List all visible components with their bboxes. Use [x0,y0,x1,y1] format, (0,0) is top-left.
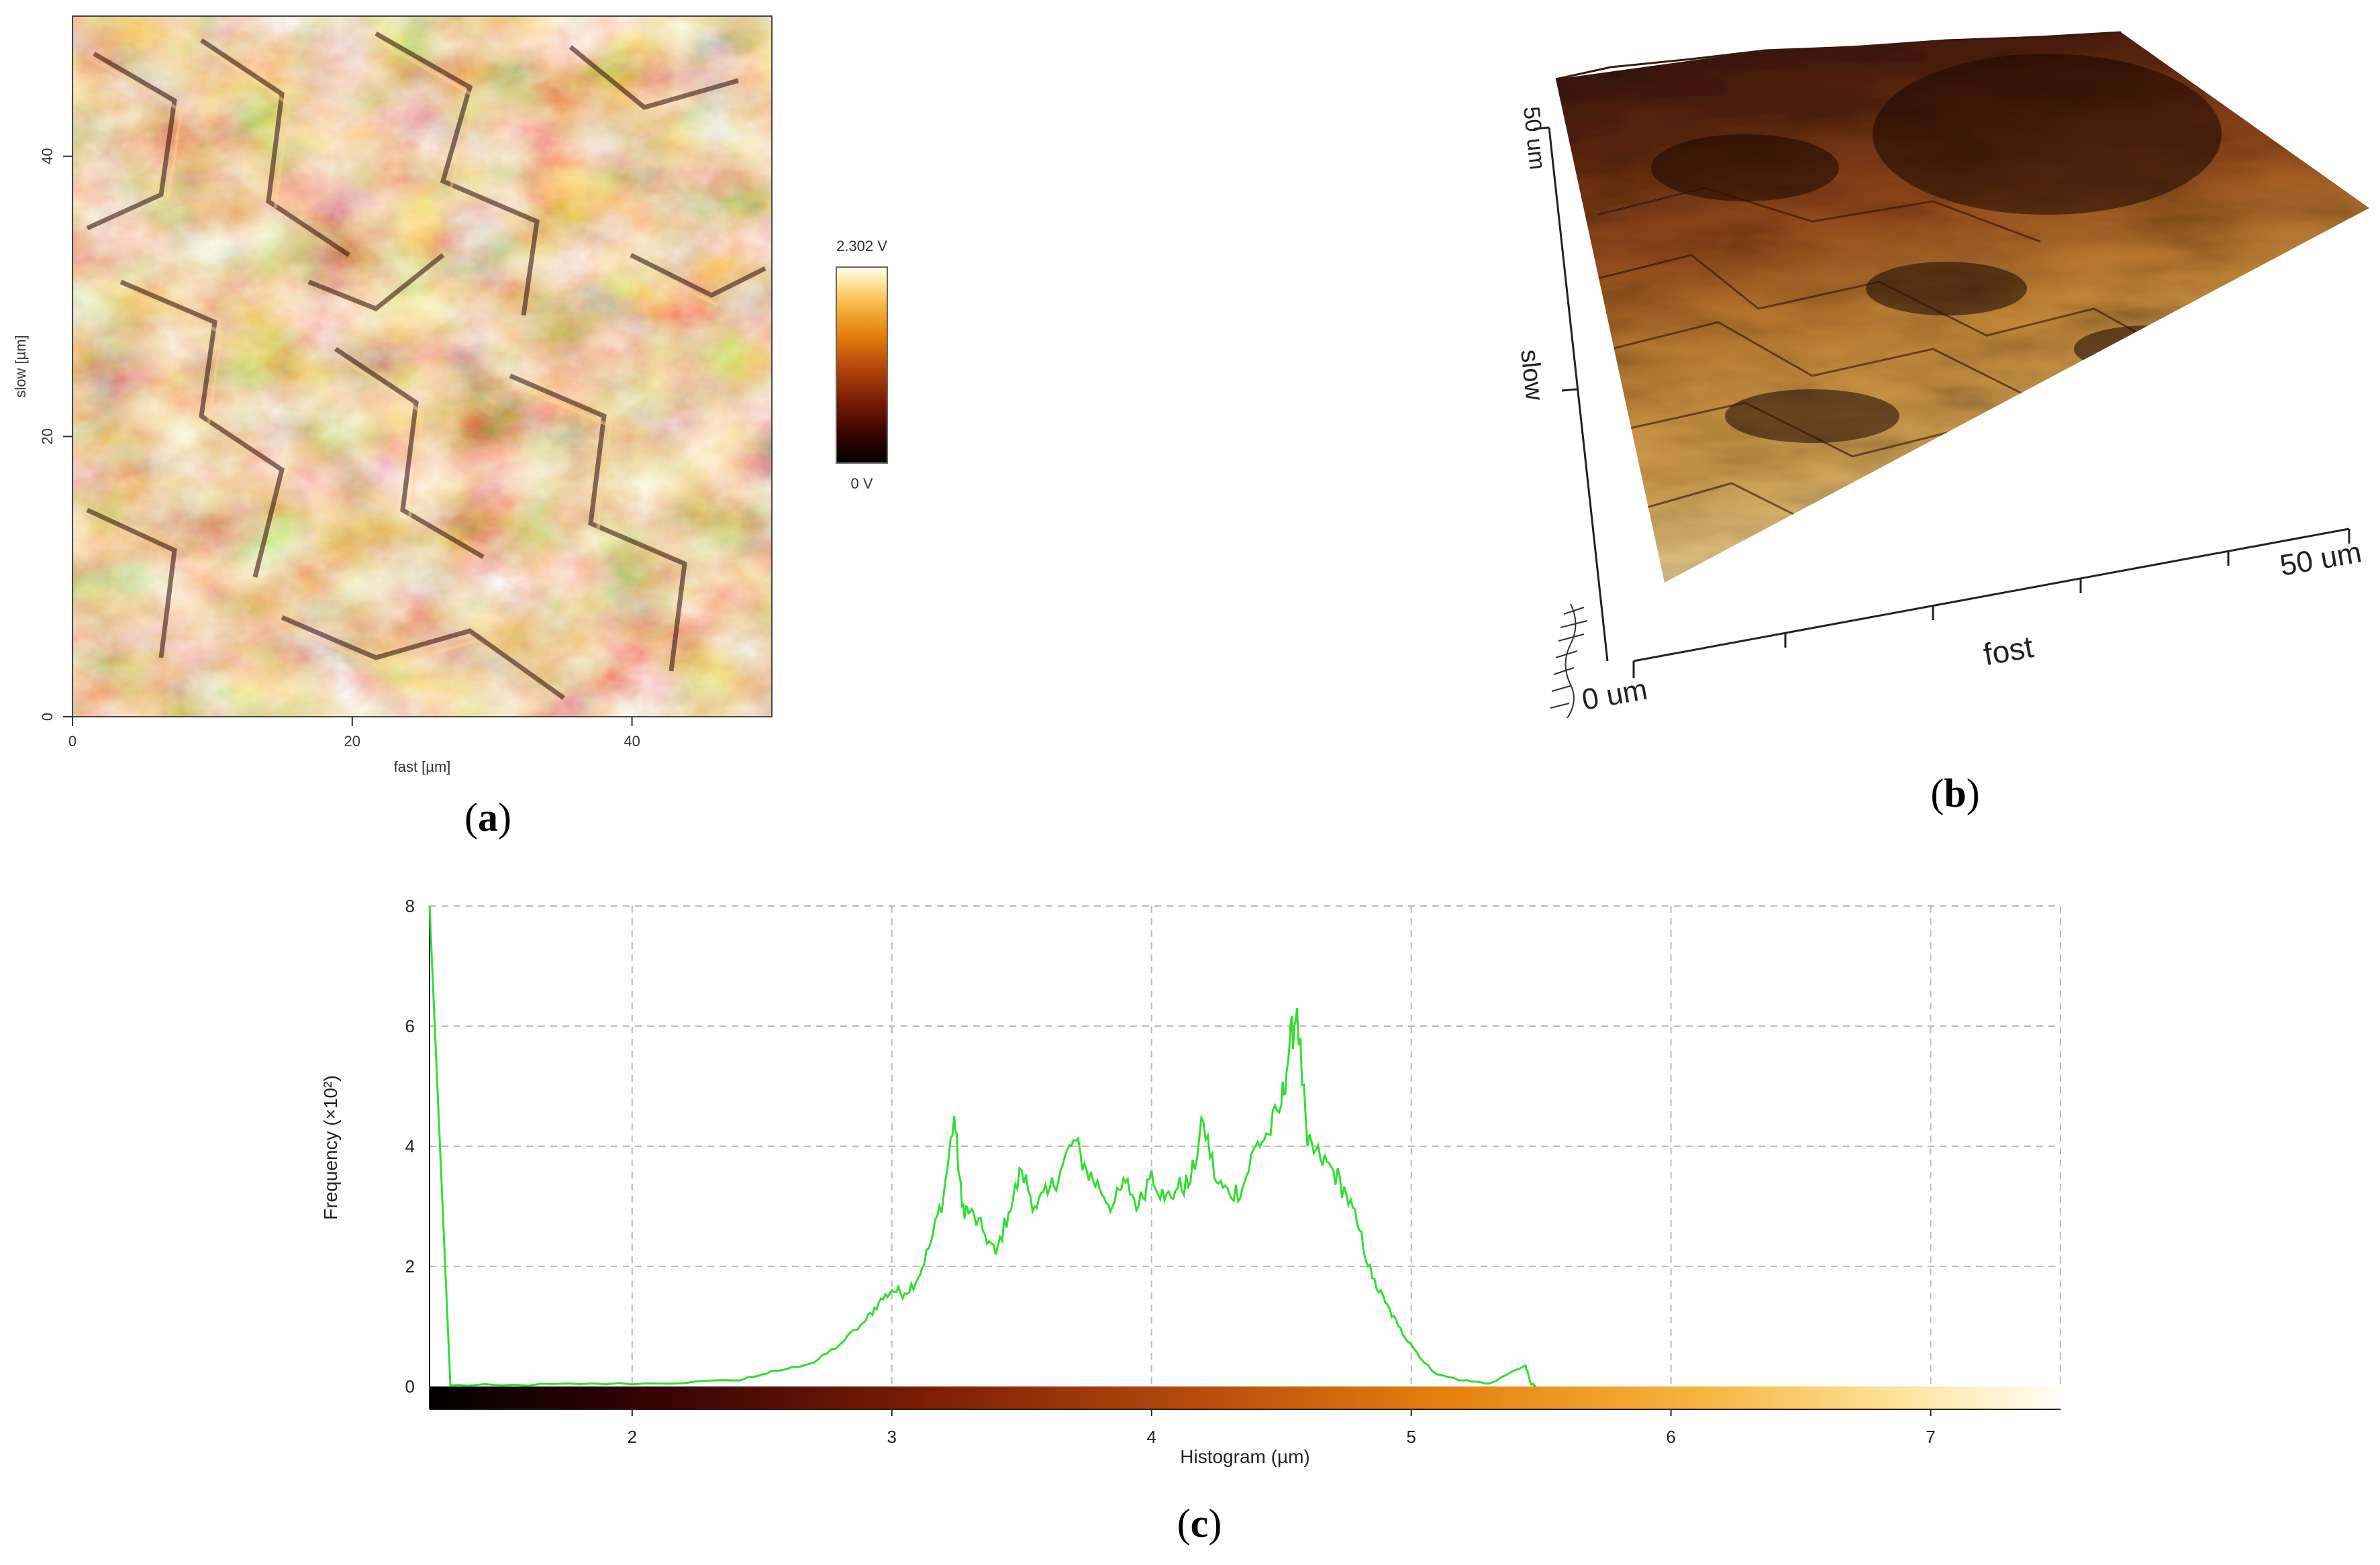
afm-image [72,16,772,717]
histogram-x-axis-label: Histogram (µm) [1180,1446,1309,1467]
afm-y-axis-label: slow [µm] [12,335,29,397]
x-tick-label: 2 [628,1427,637,1447]
afm-x-tick-label: 40 [624,733,640,750]
afm-y-tick-label: 20 [39,428,56,444]
y-tick-label: 2 [405,1256,415,1276]
histogram-colorbar [430,1386,2061,1409]
x-tick-label: 6 [1666,1427,1675,1447]
slow-axis-label: slow [1515,348,1548,403]
panel-b-label: (b) [1930,771,1979,815]
histogram-series-line [430,906,1536,1386]
panel-a-label: (a) [464,795,511,840]
colorbar [836,267,887,463]
afm-x-tick-label: 20 [344,733,360,750]
histogram-y-tick-labels: 0 2 4 6 8 [405,896,415,1397]
x-end-label: 50 um [2277,536,2364,582]
slow-tick-mid [1562,389,1577,391]
x-tick-label: 7 [1926,1427,1935,1447]
y-end-label: 50 um [1518,105,1550,171]
y-tick-label: 4 [405,1136,415,1156]
y-tick-label: 8 [405,896,415,916]
histogram-y-axis-label: Frequency (×10²) [320,1075,341,1220]
origin-label: 0 um [1579,673,1650,717]
histogram-grid [430,906,2061,1386]
histogram-axes [430,906,2061,1409]
colorbar-max-label: 2.302 V [836,238,887,254]
afm-height-map-panel: 0 20 40 0 20 40 fast [µm] slow [µm] 2.302 V 0… [12,16,887,840]
y-tick-label: 0 [405,1376,415,1397]
histogram-data-points [430,906,1536,1386]
histogram-x-tick-labels: 2 3 4 5 6 7 [628,1409,1936,1447]
colorbar-min-label: 0 V [850,475,873,492]
histogram-panel: 2 3 4 5 6 7 0 2 4 6 8 Histogram (µm) Frequency (×… [320,896,2061,1546]
panel-c-label: (c) [1177,1501,1222,1546]
fast-axis-label: fost [1981,629,2036,672]
x-tick-label: 3 [887,1427,897,1447]
afm-x-tick-label: 0 [68,733,77,750]
x-tick-label: 5 [1406,1427,1416,1447]
afm-3d-surface-panel: fost slow 0 um 50 um 50 um (b) [1515,27,2376,815]
afm-x-axis-label: fast [µm] [394,758,451,775]
afm-y-tick-label: 0 [39,713,56,721]
y-tick-label: 6 [405,1016,415,1036]
afm-y-tick-label: 40 [39,148,56,164]
x-tick-label: 4 [1146,1427,1156,1447]
